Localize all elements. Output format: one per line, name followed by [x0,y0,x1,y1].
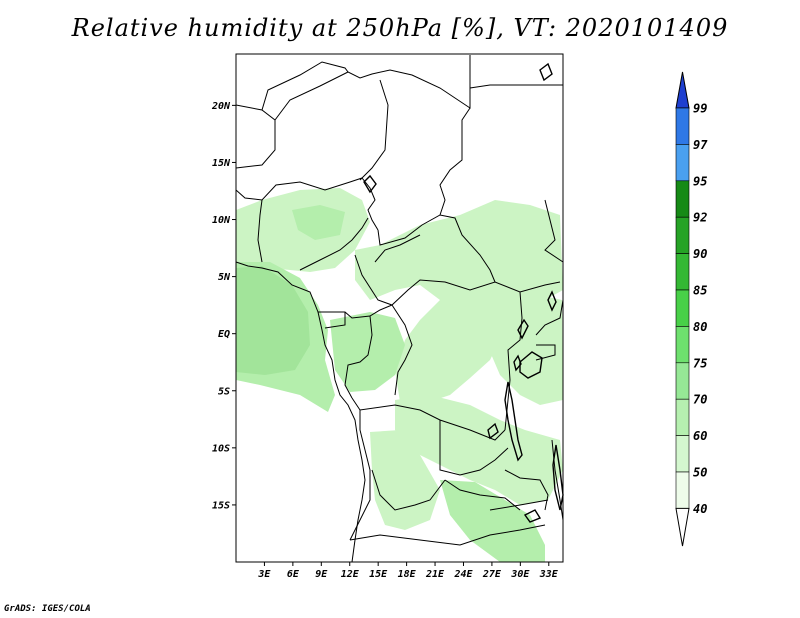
colorbar-level-label: 90 [693,247,707,261]
colorbar-segment [675,289,690,327]
lon-tick-label: 6E [287,569,300,580]
lon-tick-label: 18E [398,569,417,580]
lake-malawi-outline [552,444,564,511]
humidity-region-congo-basin [330,312,405,392]
lake-albert-outline [517,318,529,340]
colorbar-segment [675,362,690,400]
lat-tick-label: 20N [211,101,231,112]
grads-credit: GrADS: IGES/COLA [4,604,91,614]
lake-chad-outline [363,174,377,194]
colorbar-segment [675,216,690,254]
colorbar-segment [675,471,690,509]
colorbar: 99 97 95 92 90 85 80 75 70 60 50 40 [675,71,708,547]
lat-tick-label: 15S [212,500,230,511]
colorbar-top-arrow [675,71,690,109]
colorbar-segment [675,180,690,218]
lake-victoria-outline [519,351,543,379]
lon-tick-label: 3E [257,569,271,580]
lakes [363,62,564,523]
colorbar-level-label: 75 [693,356,707,370]
map-frame [235,53,564,563]
colorbar-segment [675,398,690,436]
colorbar-bottom-arrow [675,507,690,547]
lon-tick-label: 27E [482,569,502,580]
lat-tick-label: 15N [212,158,231,169]
colorbar-level-label: 70 [693,393,707,407]
humidity-fill-layer [236,188,563,562]
lat-tick-label: 5S [218,386,230,397]
lake-tanganyika-outline [504,381,523,462]
lake-turkana-outline [547,290,557,312]
humidity-region-gulf-deep [236,266,310,375]
colorbar-level-label: 85 [693,284,707,298]
humidity-region-east [480,292,563,405]
colorbar-level-label: 40 [693,502,707,516]
lat-tick-label: EQ [218,329,230,340]
lon-tick-label: 30E [510,569,530,580]
lon-tick-label: 15E [369,569,388,580]
colorbar-level-label: 97 [693,138,708,152]
lake-bangweulu-outline [523,509,542,523]
lon-tick-label: 24E [453,569,473,580]
lat-tick-label: 10S [212,443,230,454]
colorbar-segment [675,253,690,291]
humidity-region-south [395,395,563,505]
humidity-region-angola [370,430,440,530]
latitude-axis: 20N 15N 10N 5N EQ 5S 10S 15S [211,101,236,511]
colorbar-level-label: 50 [693,466,707,480]
lake-mweru-outline [487,422,499,440]
country-borders [235,55,564,563]
humidity-region-southeast [440,480,545,562]
colorbar-level-label: 80 [693,320,707,334]
colorbar-segment [675,144,690,182]
lon-tick-label: 12E [341,569,360,580]
lake-nasser-outline [539,62,553,82]
lake-kivu-outline [513,354,522,372]
colorbar-level-label: 95 [693,174,707,188]
colorbar-segment [675,435,690,473]
colorbar-level-label: 99 [693,102,707,116]
lon-tick-label: 33E [539,569,559,580]
longitude-axis: 3E 6E 9E 12E 15E 18E 21E 24E 27E 30E 33E [257,562,559,580]
colorbar-level-label: 92 [693,211,707,225]
colorbar-level-label: 60 [693,429,707,443]
map-title: Relative humidity at 250hPa [%], VT: 202… [71,14,729,42]
lon-tick-label: 9E [315,569,328,580]
lat-tick-label: 5N [218,272,231,283]
colorbar-segment [675,326,690,364]
lon-tick-label: 21E [425,569,445,580]
humidity-region-sahel-patch [292,205,345,240]
colorbar-segment [675,107,690,145]
lat-tick-label: 10N [212,215,231,226]
humidity-region-central [355,200,563,405]
